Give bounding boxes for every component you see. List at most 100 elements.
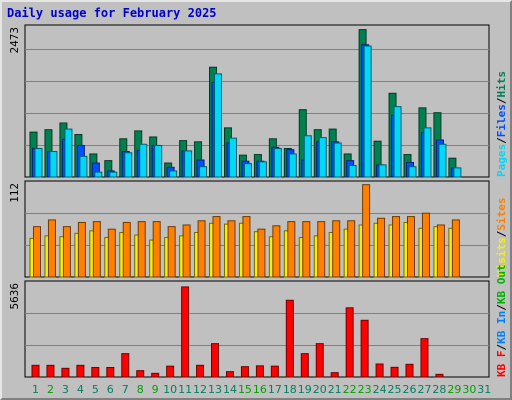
bar-sites-day-8	[137, 221, 146, 278]
legend-item: Pages	[495, 144, 508, 177]
bar-kb-f-day-2	[46, 364, 55, 378]
x-tick-label-day-30: 30	[462, 383, 476, 396]
legend-item: Sites	[495, 198, 508, 231]
x-tick-label-day-4: 4	[77, 383, 84, 396]
x-tick-label-day-16: 16	[253, 383, 267, 396]
legend-item: KB F	[495, 351, 508, 378]
bar-kb-f-day-10	[166, 365, 175, 378]
bar-sites-day-12	[197, 220, 206, 278]
legend-separator: /	[495, 230, 508, 237]
ymax-label: 112	[8, 183, 21, 203]
bar-sites-day-14	[227, 220, 236, 278]
bar-sites-day-24	[377, 217, 386, 278]
x-tick-label-day-18: 18	[283, 383, 297, 396]
panel-background	[24, 280, 490, 378]
bar-pages-day-1	[34, 147, 43, 178]
x-tick-label-day-10: 10	[163, 383, 177, 396]
bar-kb-f-day-20	[315, 343, 324, 378]
bar-kb-f-day-17	[270, 365, 279, 378]
bar-sites-day-20	[317, 221, 326, 278]
bar-pages-day-22	[348, 164, 357, 178]
x-tick-label-day-7: 7	[122, 383, 129, 396]
x-tick-label-day-15: 15	[238, 383, 252, 396]
x-tick-label-day-11: 11	[178, 383, 192, 396]
bar-kb-f-day-1	[31, 364, 40, 378]
x-tick-label-day-3: 3	[62, 383, 69, 396]
panel-background	[24, 24, 490, 178]
bar-kb-f-day-14	[225, 371, 234, 378]
bar-pages-day-25	[393, 106, 402, 178]
legend-item: Visits	[495, 237, 508, 277]
x-tick-label-day-27: 27	[417, 383, 431, 396]
x-tick-label-day-29: 29	[447, 383, 461, 396]
bar-pages-day-18	[288, 153, 297, 178]
bar-sites-day-19	[302, 221, 311, 278]
legend-separator: /	[495, 304, 508, 311]
x-tick-label-day-9: 9	[152, 383, 159, 396]
legend-item: Files	[495, 104, 508, 137]
bar-sites-day-4	[77, 221, 86, 278]
x-tick-label-day-8: 8	[137, 383, 144, 396]
bar-kb-f-day-19	[300, 353, 309, 378]
bar-kb-f-day-5	[91, 366, 100, 378]
bar-pages-day-23	[363, 45, 372, 178]
bar-pages-day-12	[199, 166, 208, 178]
bar-sites-day-21	[332, 220, 341, 278]
bar-pages-day-11	[184, 150, 193, 178]
x-tick-label-day-24: 24	[373, 383, 387, 396]
bar-sites-day-6	[107, 228, 116, 278]
bar-kb-f-day-25	[390, 366, 399, 378]
bar-kb-f-day-21	[330, 372, 339, 378]
x-tick-label-day-21: 21	[328, 383, 342, 396]
bar-kb-f-day-16	[255, 365, 264, 378]
x-tick-label-day-31: 31	[477, 383, 491, 396]
bar-sites-day-26	[407, 216, 415, 278]
bar-kb-f-day-18	[285, 299, 294, 378]
chart-title: Daily usage for February 2025	[7, 6, 217, 20]
bar-sites-day-28	[436, 224, 445, 278]
bar-kb-f-day-9	[151, 372, 160, 378]
bar-sites-day-2	[47, 219, 56, 278]
bar-sites-day-16	[257, 228, 266, 278]
x-tick-label-day-17: 17	[268, 383, 282, 396]
bar-sites-day-27	[421, 212, 430, 278]
bar-pages-day-27	[423, 127, 432, 178]
x-tick-label-day-25: 25	[388, 383, 402, 396]
bar-kb-f-day-11	[181, 286, 190, 378]
bar-pages-day-17	[273, 147, 282, 178]
bar-kb-f-day-23	[360, 319, 369, 378]
x-tick-label-day-28: 28	[432, 383, 446, 396]
bar-pages-day-29	[453, 167, 462, 178]
bar-sites-day-17	[272, 225, 281, 278]
x-tick-label-day-22: 22	[343, 383, 357, 396]
bar-sites-day-18	[287, 221, 296, 278]
bar-pages-day-9	[154, 144, 163, 178]
bar-pages-day-3	[64, 128, 73, 178]
legend: KB F/KB In/KB Out	[495, 264, 508, 377]
bar-kb-f-day-15	[240, 366, 249, 378]
bar-pages-day-8	[139, 143, 148, 178]
x-tick-label-day-23: 23	[358, 383, 372, 396]
x-tick-label-day-2: 2	[47, 383, 54, 396]
bar-sites-day-7	[122, 221, 131, 278]
x-tick-label-day-14: 14	[223, 383, 237, 396]
x-tick-label-day-12: 12	[193, 383, 207, 396]
ymax-label: 5636	[8, 283, 21, 310]
ymax-label: 2473	[8, 27, 21, 54]
bar-kb-f-day-22	[345, 307, 354, 378]
x-tick-label-day-20: 20	[313, 383, 327, 396]
x-tick-label-day-26: 26	[403, 383, 417, 396]
bar-pages-day-21	[333, 142, 342, 178]
legend: Visits/Sites	[495, 198, 508, 278]
bar-pages-day-14	[228, 137, 237, 178]
bar-pages-day-28	[438, 143, 447, 178]
bar-sites-day-1	[33, 226, 41, 278]
bar-pages-day-15	[243, 163, 252, 178]
bar-pages-day-5	[94, 171, 103, 178]
legend-item: KB In	[495, 311, 508, 344]
bar-sites-day-9	[152, 221, 161, 278]
bar-sites-day-3	[62, 226, 71, 278]
bar-kb-f-day-13	[211, 343, 220, 378]
bar-pages-day-19	[303, 135, 312, 178]
